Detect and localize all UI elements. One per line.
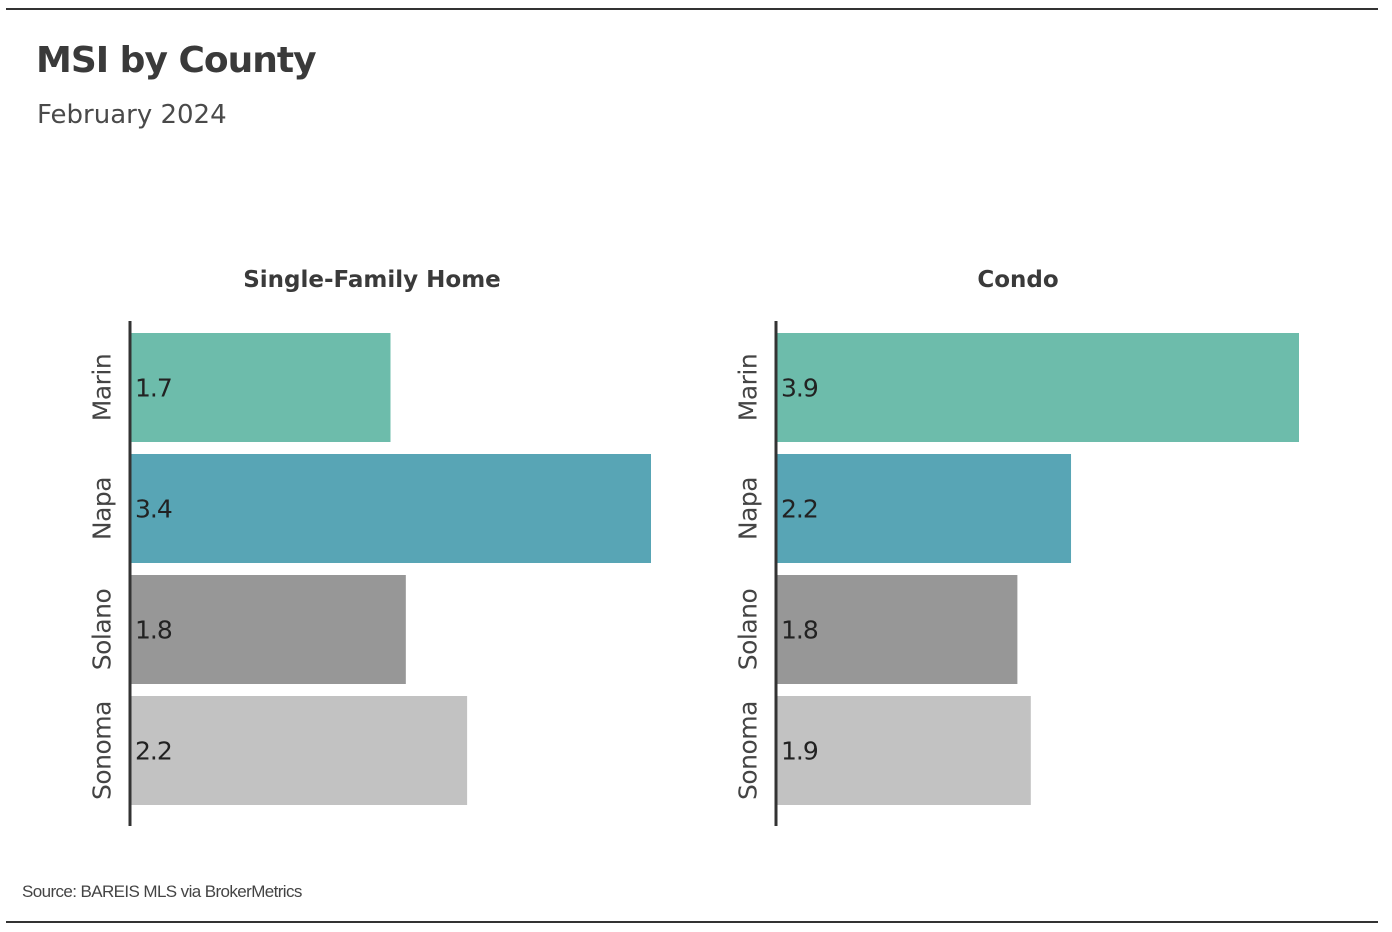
bar-marin	[130, 333, 391, 442]
data-label-solano: 1.8	[135, 616, 172, 645]
page-subtitle: February 2024	[37, 100, 227, 130]
bar-napa	[776, 454, 1072, 563]
bar-solano	[130, 575, 406, 684]
data-label-solano: 1.8	[781, 616, 818, 645]
category-label-marin: Marin	[88, 354, 117, 421]
category-label-napa: Napa	[734, 477, 763, 540]
bar-napa	[130, 454, 651, 563]
data-label-napa: 2.2	[781, 495, 818, 524]
category-label-solano: Solano	[734, 589, 763, 671]
data-label-sonoma: 1.9	[781, 737, 818, 766]
data-label-napa: 3.4	[135, 495, 172, 524]
bar-solano	[776, 575, 1018, 684]
category-label-sonoma: Sonoma	[734, 701, 763, 800]
chart-title: Condo	[977, 267, 1058, 293]
data-label-marin: 3.9	[781, 374, 818, 403]
page-title: MSI by County	[36, 40, 317, 81]
bar-marin	[776, 333, 1299, 442]
category-label-sonoma: Sonoma	[88, 701, 117, 800]
top-rule	[6, 8, 1378, 10]
chart-panel-condo: Condo 3.9 Marin 2.2 Napa 1.8 Solano 1.9 Sonoma	[734, 267, 1299, 826]
bottom-rule	[6, 921, 1378, 923]
chart-title: Single-Family Home	[243, 267, 501, 293]
chart-panel-single-family-home: Single-Family Home 1.7 Marin 3.4 Napa 1.8 Sola…	[88, 267, 651, 826]
data-label-marin: 1.7	[135, 374, 172, 403]
source-note: Source: BAREIS MLS via BrokerMetrics	[22, 882, 302, 901]
data-label-sonoma: 2.2	[135, 737, 172, 766]
category-label-solano: Solano	[88, 589, 117, 671]
category-label-napa: Napa	[88, 477, 117, 540]
bar-sonoma	[776, 696, 1031, 805]
bar-sonoma	[130, 696, 468, 805]
category-label-marin: Marin	[734, 354, 763, 421]
